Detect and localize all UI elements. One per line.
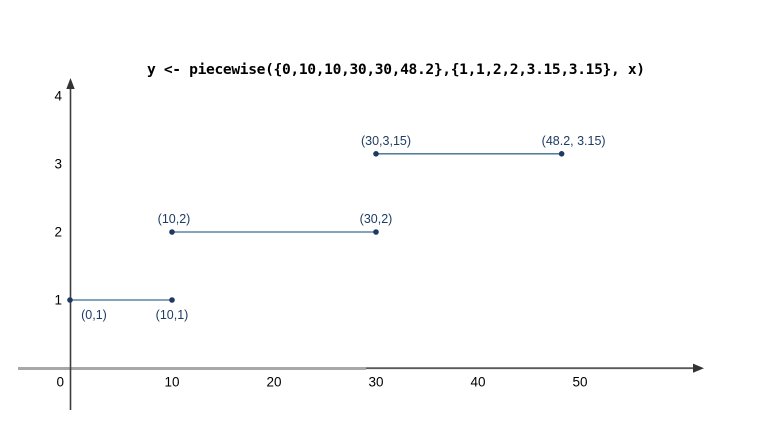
data-point	[373, 229, 379, 235]
data-point	[169, 229, 175, 235]
data-point	[373, 151, 379, 157]
x-tick-label: 50	[572, 375, 587, 390]
x-axis-arrow-icon	[693, 363, 704, 373]
y-tick-label: 1	[54, 293, 62, 308]
data-point	[67, 297, 73, 303]
data-point	[558, 151, 565, 157]
x-tick-label: 20	[266, 375, 281, 390]
point-label: (0,1)	[81, 308, 107, 322]
data-point	[169, 297, 175, 303]
point-label: (10,1)	[156, 308, 189, 322]
y-tick-label: 3	[54, 157, 62, 172]
point-label: (10,2)	[158, 212, 191, 226]
x-tick-label: 30	[368, 375, 383, 390]
point-label: (30,3,15)	[361, 134, 411, 148]
point-label: (30,2)	[360, 212, 393, 226]
x-tick-label: 10	[164, 375, 179, 390]
x-tick-label: 40	[470, 375, 485, 390]
point-label: (48.2, 3.15)	[542, 134, 606, 148]
y-axis-arrow-icon	[66, 78, 75, 89]
x-tick-label: 0	[56, 375, 64, 390]
chart-title: y <- piecewise({0,10,10,30,30,48.2},{1,1…	[147, 61, 645, 78]
y-tick-label: 4	[54, 89, 62, 104]
y-tick-label: 2	[54, 225, 62, 240]
